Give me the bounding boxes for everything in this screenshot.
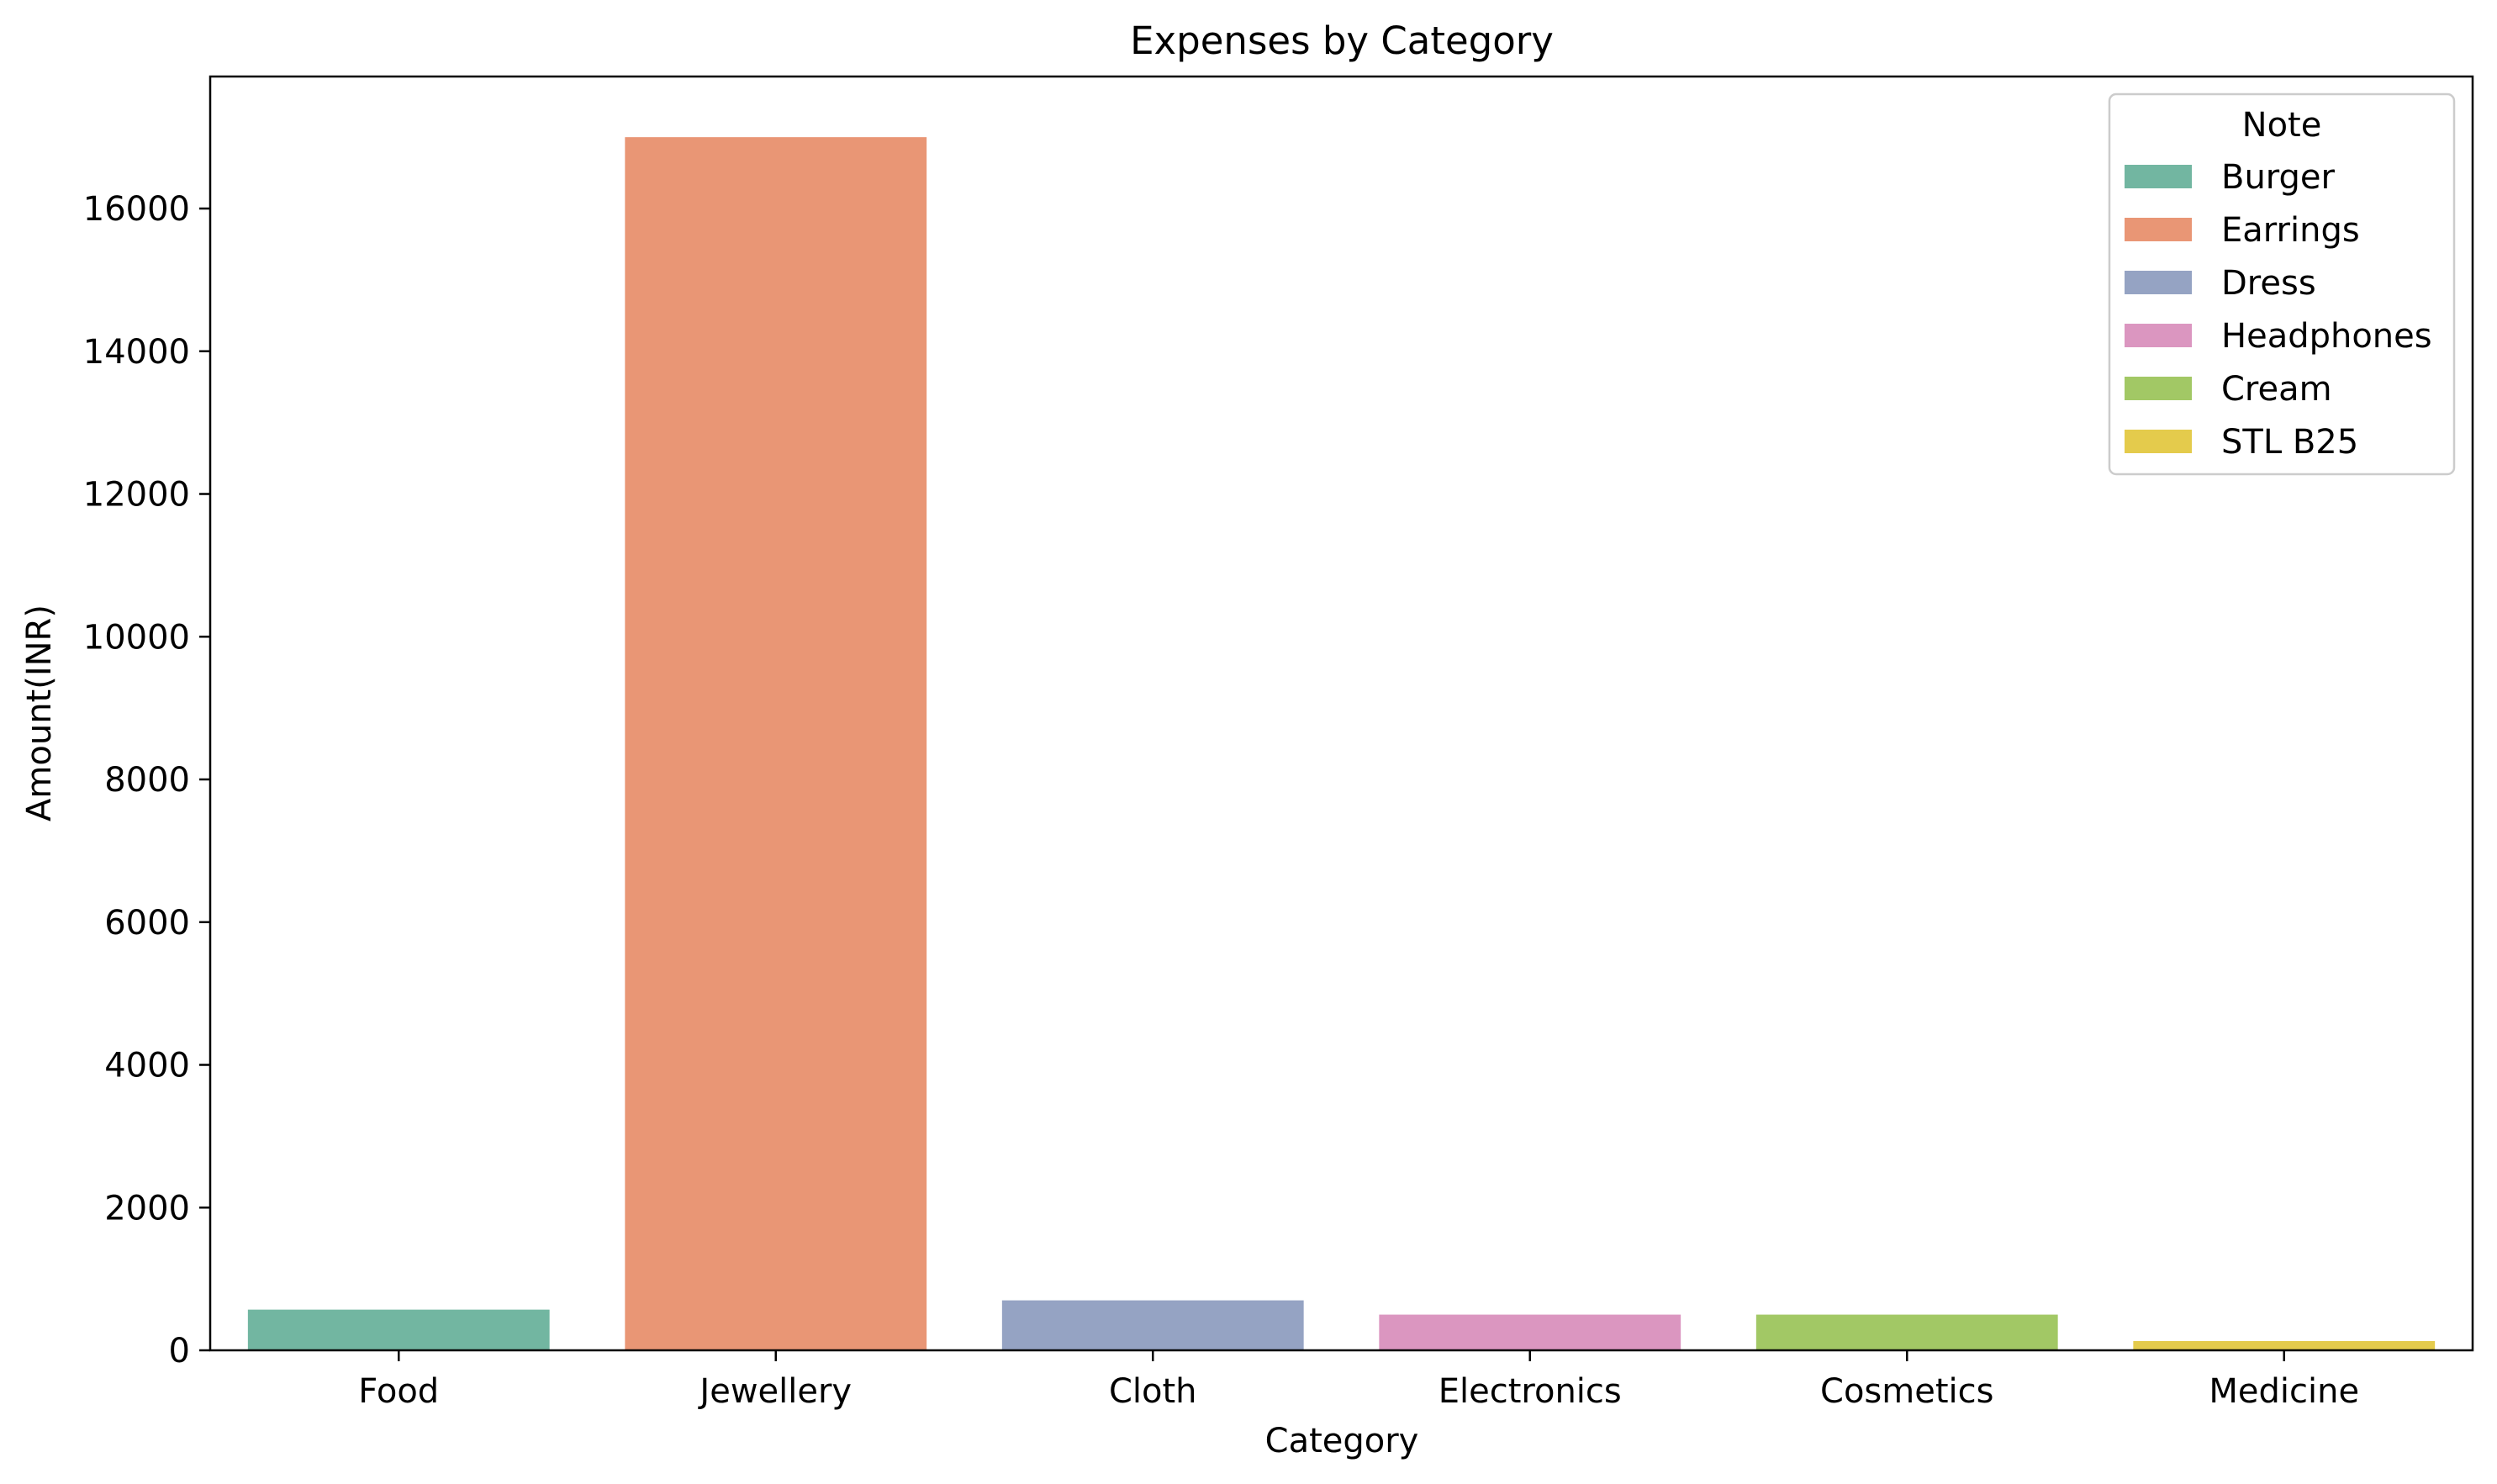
legend-label: Headphones <box>2221 317 2432 356</box>
y-tick-label: 0 <box>169 1332 190 1370</box>
plot-frame <box>209 75 2474 1352</box>
y-tick-label: 2000 <box>104 1189 190 1228</box>
plot-area <box>209 75 2474 1352</box>
x-tick-label: Food <box>358 1372 439 1411</box>
y-tick-label: 16000 <box>83 190 190 229</box>
legend-label: Burger <box>2221 158 2336 197</box>
x-axis: Food Jewellery Cloth Electronics Cosmetics Me… <box>358 1350 2359 1411</box>
legend-label: Dress <box>2221 264 2316 303</box>
y-tick-label: 6000 <box>104 904 190 943</box>
x-tick-label: Jewellery <box>697 1372 852 1411</box>
legend-swatch <box>2125 218 2192 241</box>
y-tick-label: 10000 <box>83 618 190 657</box>
legend-swatch <box>2125 271 2192 294</box>
x-tick-label: Cosmetics <box>1820 1372 1993 1411</box>
legend-swatch <box>2125 165 2192 188</box>
legend-label: Earrings <box>2221 211 2360 250</box>
x-axis-label: Category <box>1265 1422 1419 1460</box>
chart-title: Expenses by Category <box>1130 18 1554 63</box>
x-tick-label: Medicine <box>2209 1372 2359 1411</box>
legend-swatch <box>2125 377 2192 400</box>
legend-swatch <box>2125 324 2192 347</box>
x-tick-label: Cloth <box>1109 1372 1197 1411</box>
legend-box <box>2108 92 2456 476</box>
y-tick-label: 14000 <box>83 333 190 372</box>
legend-title: Note <box>2242 106 2322 145</box>
y-axis-label: Amount(INR) <box>20 605 59 821</box>
y-tick-label: 12000 <box>83 476 190 515</box>
bar-cloth <box>1001 1300 1304 1350</box>
legend-items: Burger Earrings Dress Headphones Cream STL B2… <box>2125 158 2432 462</box>
bar-cosmetics <box>1755 1314 2058 1350</box>
x-tick-label: Electronics <box>1439 1372 1622 1411</box>
legend-swatch <box>2125 430 2192 453</box>
bar-food <box>247 1309 550 1350</box>
bars <box>247 137 2436 1350</box>
bar-jewellery <box>625 137 927 1350</box>
y-tick-label: 4000 <box>104 1047 190 1085</box>
bar-electronics <box>1379 1314 1681 1350</box>
legend-label: Cream <box>2221 370 2332 409</box>
legend-label: STL B25 <box>2221 423 2358 462</box>
y-axis: 0 2000 4000 6000 8000 10000 12000 14000 16000 <box>83 190 210 1370</box>
bar-medicine <box>2133 1340 2436 1350</box>
y-tick-label: 8000 <box>104 761 190 800</box>
legend: Note Burger Earrings Dress Headphones Cream S… <box>2108 92 2456 476</box>
